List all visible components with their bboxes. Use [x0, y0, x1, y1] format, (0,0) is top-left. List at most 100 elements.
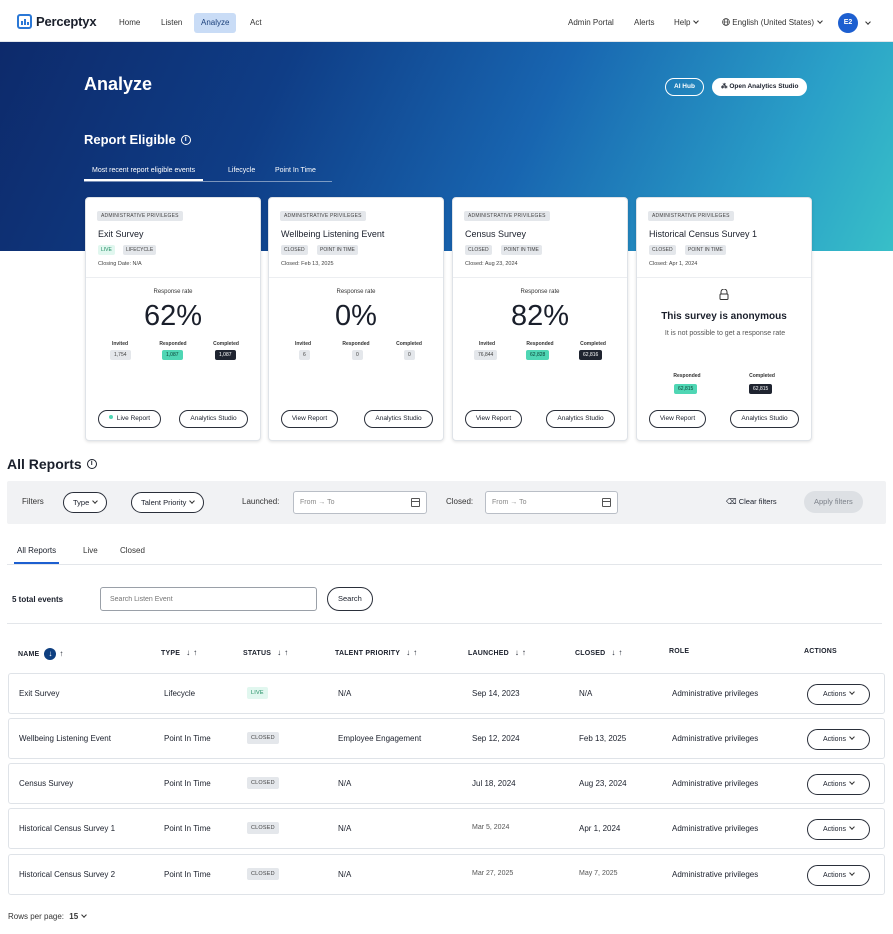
- language-selector[interactable]: English (United States): [722, 13, 823, 33]
- sort-asc-icon[interactable]: ↑: [59, 649, 67, 658]
- analytics-studio-button[interactable]: Analytics Studio: [179, 410, 248, 428]
- talent-priority-dropdown[interactable]: Talent Priority: [131, 492, 205, 513]
- chevron-down-icon[interactable]: [865, 19, 871, 25]
- completed-value: 62,816: [579, 350, 603, 360]
- analytics-studio-button[interactable]: Analytics Studio: [546, 410, 615, 428]
- type-filter-dropdown[interactable]: Type: [63, 492, 108, 513]
- event-card: Administrative privileges Historical Cen…: [636, 197, 812, 441]
- table-row[interactable]: Wellbeing Listening Event Point In Time …: [8, 718, 885, 759]
- table-row[interactable]: Census Survey Point In Time Closed N/A J…: [8, 763, 885, 804]
- responded-value: 1,087: [162, 350, 183, 360]
- column-header-closed[interactable]: Closed ↓↑: [575, 648, 625, 657]
- divider: [453, 277, 627, 278]
- column-header-status[interactable]: Status ↓↑: [243, 648, 291, 657]
- ai-hub-button[interactable]: AI Hub: [665, 78, 704, 96]
- language-label: English (United States): [732, 18, 815, 27]
- sort-arrows-icon[interactable]: ↓↑: [406, 648, 421, 657]
- event-card: Administrative privileges Census Survey …: [452, 197, 628, 441]
- alerts-link[interactable]: Alerts: [634, 18, 655, 27]
- actions-dropdown-button[interactable]: Actions: [807, 729, 870, 750]
- sort-arrows-icon[interactable]: ↓↑: [514, 648, 529, 657]
- actions-dropdown-button[interactable]: Actions: [807, 865, 870, 886]
- launched-date-range-input[interactable]: From → To: [293, 491, 427, 514]
- response-rate-label: Response rate: [520, 289, 560, 295]
- table-row[interactable]: Historical Census Survey 1 Point In Time…: [8, 808, 885, 849]
- responded-value: 62,815: [674, 384, 698, 394]
- admin-portal-link[interactable]: Admin Portal: [568, 18, 614, 27]
- divider: [637, 277, 811, 278]
- search-button[interactable]: Search: [327, 587, 373, 611]
- nav-listen[interactable]: Listen: [161, 18, 183, 27]
- table-row[interactable]: Exit Survey Lifecycle Live N/A Sep 14, 2…: [8, 673, 885, 714]
- rows-per-page-label: Rows per page:: [8, 912, 65, 921]
- rows-per-page-select[interactable]: 15: [69, 912, 88, 921]
- column-header-launched[interactable]: Launched ↓↑: [468, 648, 529, 657]
- calendar-icon[interactable]: [411, 498, 420, 507]
- help-menu[interactable]: Help: [674, 13, 700, 33]
- sort-arrows-icon[interactable]: ↓↑: [277, 648, 292, 657]
- clear-filters-button[interactable]: ⌫ Clear filters: [726, 497, 777, 506]
- status-chip: Live: [98, 245, 115, 255]
- sort-arrows-icon[interactable]: ↓↑: [611, 648, 626, 657]
- row-name[interactable]: Wellbeing Listening Event: [19, 734, 111, 743]
- responded-value: 0: [352, 350, 363, 360]
- role-badge: Administrative privileges: [280, 211, 366, 221]
- status-badge: Live: [247, 687, 268, 699]
- view-report-button[interactable]: View Report: [281, 410, 338, 428]
- brand-name: Perceptyx: [36, 14, 97, 29]
- row-name[interactable]: Exit Survey: [19, 689, 60, 698]
- row-name[interactable]: Census Survey: [19, 779, 74, 788]
- type-chip: Point In Time: [685, 245, 726, 255]
- view-report-button[interactable]: View Report: [649, 410, 706, 428]
- closed-date-range-input[interactable]: From → To: [485, 491, 618, 514]
- info-icon[interactable]: i: [180, 134, 191, 145]
- responded-label: Responded: [673, 373, 701, 379]
- row-launched: Sep 12, 2024: [472, 734, 520, 743]
- tab-all-reports[interactable]: All Reports: [14, 546, 60, 564]
- report-eligible-heading: Report Eligible i: [84, 132, 191, 147]
- anonymous-icon: [719, 289, 729, 300]
- event-card: Administrative privileges Exit Survey Li…: [85, 197, 261, 441]
- type-header-label: Type: [161, 650, 181, 657]
- brand-logo[interactable]: Perceptyx: [17, 14, 97, 29]
- analytics-studio-button[interactable]: Analytics Studio: [730, 410, 799, 428]
- tab-closed[interactable]: Closed: [120, 546, 145, 555]
- nav-analyze[interactable]: Analyze: [194, 13, 237, 33]
- open-analytics-studio-button[interactable]: ⁂ Open Analytics Studio: [712, 78, 808, 96]
- tab-live[interactable]: Live: [83, 546, 98, 555]
- row-type: Lifecycle: [164, 689, 196, 698]
- search-input[interactable]: [100, 587, 317, 611]
- nav-home[interactable]: Home: [119, 18, 141, 27]
- invited-label: Invited: [294, 341, 312, 347]
- tab-point-in-time[interactable]: Point In Time: [275, 167, 316, 174]
- chevron-down-icon: [693, 18, 700, 24]
- column-header-type[interactable]: Type ↓↑: [161, 648, 200, 657]
- table-header: Name ↓ ↑ Type ↓↑ Status ↓↑ Talent Priority ↓↑…: [7, 623, 882, 670]
- actions-dropdown-button[interactable]: Actions: [807, 684, 870, 705]
- row-name[interactable]: Historical Census Survey 1: [19, 824, 116, 833]
- actions-dropdown-button[interactable]: Actions: [807, 774, 870, 795]
- live-report-button[interactable]: Live Report: [98, 410, 161, 428]
- avatar[interactable]: E2: [838, 13, 858, 33]
- actions-dropdown-button[interactable]: Actions: [807, 819, 870, 840]
- info-icon[interactable]: i: [86, 459, 97, 469]
- column-header-name[interactable]: Name ↓ ↑: [18, 648, 66, 660]
- nav-act[interactable]: Act: [250, 18, 262, 27]
- status-header-label: Status: [243, 650, 272, 657]
- row-name[interactable]: Historical Census Survey 2: [19, 870, 116, 879]
- calendar-icon[interactable]: [602, 498, 611, 507]
- column-header-talent-priority[interactable]: Talent Priority ↓↑: [335, 648, 420, 657]
- view-report-button[interactable]: View Report: [465, 410, 522, 428]
- table-row[interactable]: Historical Census Survey 2 Point In Time…: [8, 854, 885, 895]
- actions-label: Actions: [823, 872, 846, 879]
- response-rate-value: 62%: [143, 300, 203, 332]
- invited-value: 1,754: [110, 350, 131, 360]
- row-closed: Aug 23, 2024: [579, 779, 627, 788]
- tab-lifecycle[interactable]: Lifecycle: [228, 167, 256, 174]
- clear-filters-label: Clear filters: [738, 497, 777, 506]
- sort-desc-icon[interactable]: ↓: [44, 648, 57, 660]
- tab-most-recent[interactable]: Most recent report eligible events: [84, 167, 204, 181]
- apply-filters-button[interactable]: Apply filters: [804, 491, 863, 513]
- sort-arrows-icon[interactable]: ↓↑: [186, 648, 201, 657]
- analytics-studio-button[interactable]: Analytics Studio: [364, 410, 433, 428]
